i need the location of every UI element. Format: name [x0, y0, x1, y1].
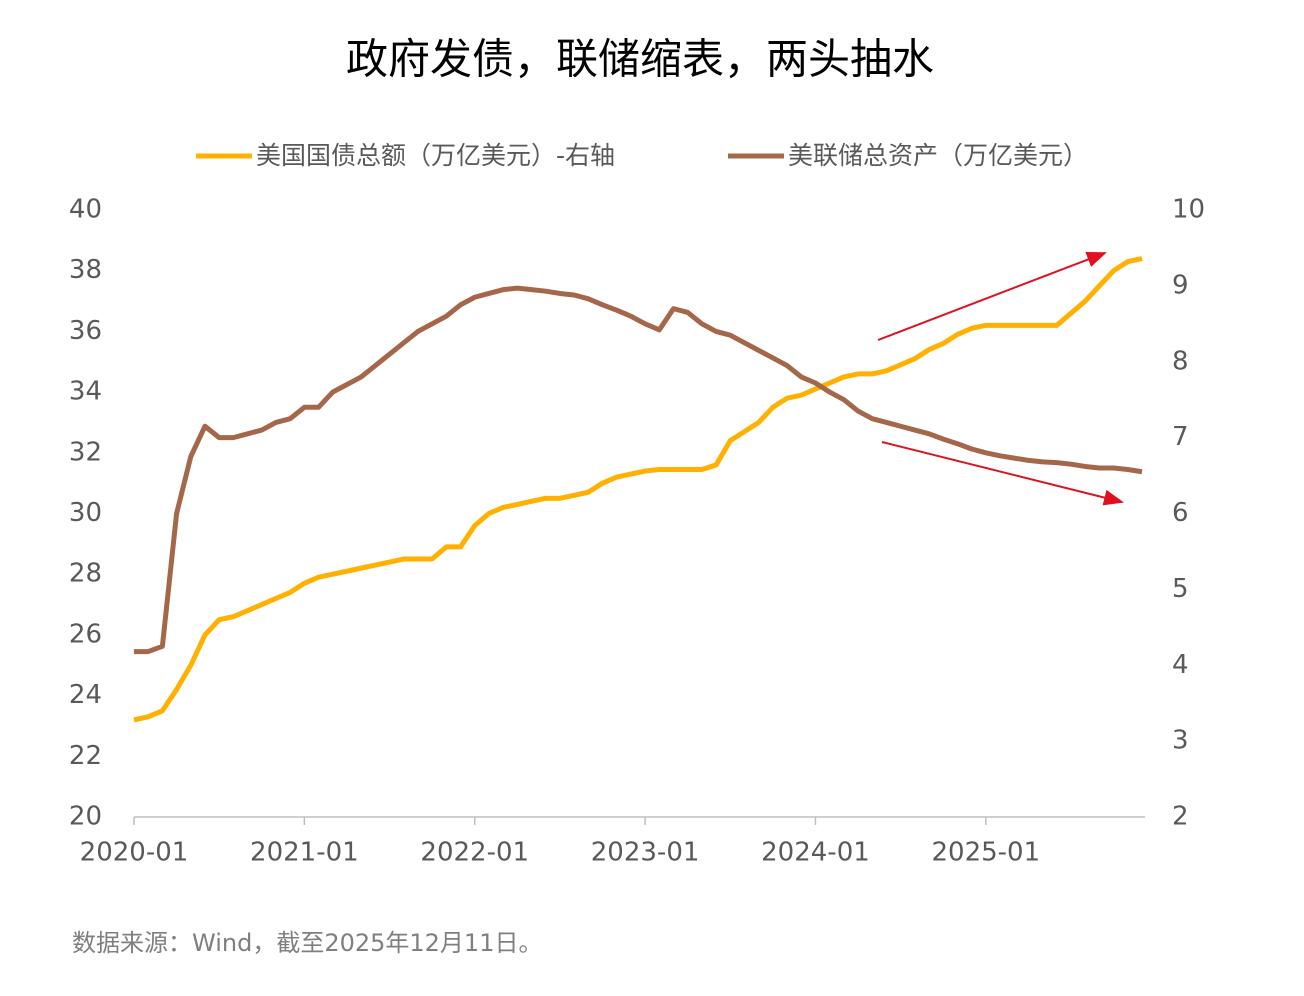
y-tick-label: 20: [69, 802, 102, 832]
y-tick-label: 26: [69, 619, 102, 649]
x-tick-label: 2022-01: [420, 838, 529, 868]
x-tick-label: 2024-01: [761, 838, 870, 868]
chart-title: 政府发债，联储缩表，两头抽水: [346, 35, 934, 84]
y-tick-label: 22: [69, 741, 102, 771]
y-tick-label: 24: [69, 680, 102, 710]
y2-tick-label: 5: [1172, 574, 1189, 604]
y2-tick-label: 4: [1172, 650, 1189, 680]
y-tick-label: 40: [69, 195, 102, 225]
y2-tick-label: 9: [1172, 270, 1189, 300]
x-tick-label: 2020-01: [80, 838, 189, 868]
y2-tick-label: 6: [1172, 498, 1189, 528]
series-line: [133, 256, 1143, 723]
y2-tick-label: 10: [1172, 195, 1205, 225]
y2-tick-label: 8: [1172, 346, 1189, 376]
y2-tick-label: 3: [1172, 726, 1189, 756]
arrow-up: [877, 251, 1107, 341]
x-tick-label: 2025-01: [932, 838, 1041, 868]
y-tick-label: 30: [69, 498, 102, 528]
legend-label: 美联储总资产（万亿美元）: [788, 141, 1088, 170]
y2-tick-label: 7: [1172, 422, 1189, 452]
arrow-down: [881, 441, 1124, 506]
y-tick-label: 34: [69, 377, 102, 407]
y-tick-label: 28: [69, 559, 102, 589]
y-tick-label: 32: [69, 437, 102, 467]
y2-tick-label: 2: [1172, 802, 1189, 832]
y-tick-label: 36: [69, 316, 102, 346]
x-tick-label: 2021-01: [250, 838, 359, 868]
series-line: [134, 285, 1143, 655]
y-tick-label: 38: [69, 255, 102, 285]
x-tick-label: 2023-01: [591, 838, 700, 868]
source-note: 数据来源：Wind，截至2025年12月11日。: [72, 929, 542, 957]
annotation-arrows: [877, 251, 1124, 506]
legend-label: 美国国债总额（万亿美元）-右轴: [256, 141, 615, 170]
